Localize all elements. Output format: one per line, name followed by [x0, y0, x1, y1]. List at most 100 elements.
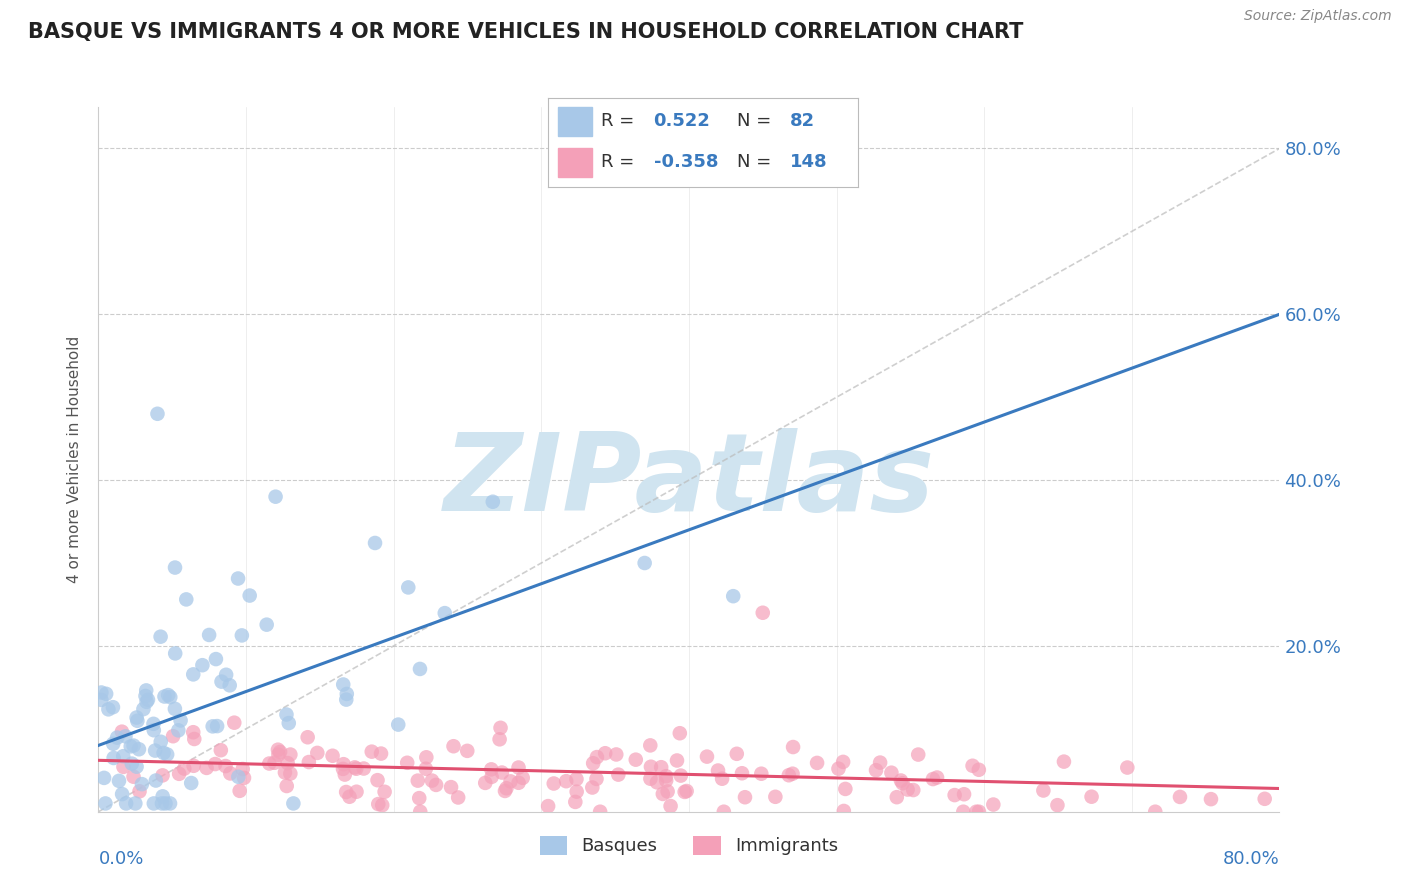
Text: 148: 148 — [790, 153, 827, 171]
Point — [897, 782, 920, 797]
Point — [489, 721, 512, 735]
Point — [283, 797, 305, 811]
Point — [353, 762, 375, 776]
Point — [433, 606, 456, 620]
Point — [832, 755, 855, 769]
Point — [488, 732, 510, 747]
Point — [153, 690, 176, 704]
Point — [1046, 798, 1069, 813]
Point — [713, 805, 735, 819]
Point — [211, 674, 233, 689]
Point — [415, 750, 437, 764]
Point — [581, 780, 603, 795]
Point — [396, 756, 419, 770]
Point — [370, 747, 392, 761]
Point — [152, 789, 174, 804]
Point — [198, 628, 221, 642]
Point — [886, 790, 908, 805]
Point — [332, 762, 354, 776]
Point — [226, 572, 249, 586]
Point — [121, 756, 143, 771]
Point — [420, 773, 443, 788]
Point — [181, 667, 204, 681]
Point — [167, 723, 190, 738]
Text: 82: 82 — [790, 112, 814, 130]
Point — [215, 667, 238, 681]
Point — [332, 677, 354, 691]
Point — [669, 726, 692, 740]
Point — [228, 770, 250, 784]
Point — [396, 581, 419, 595]
Point — [277, 756, 299, 770]
Point — [224, 715, 246, 730]
Point — [499, 774, 522, 789]
Point — [371, 798, 394, 813]
Point — [145, 773, 167, 788]
Point — [114, 729, 136, 743]
Point — [159, 797, 181, 811]
Point — [731, 766, 754, 780]
Point — [264, 490, 287, 504]
Point — [103, 737, 125, 751]
Point — [953, 787, 976, 801]
Point — [962, 758, 984, 772]
Point — [443, 739, 465, 754]
Point — [142, 797, 165, 811]
Point — [440, 780, 463, 794]
Point — [135, 695, 157, 709]
Point — [367, 773, 389, 788]
Point — [205, 719, 228, 733]
Point — [593, 746, 616, 760]
Point — [880, 765, 903, 780]
Point — [336, 687, 359, 701]
Point — [90, 693, 112, 707]
Point — [543, 776, 565, 790]
Point — [152, 768, 174, 782]
Point — [673, 785, 696, 799]
Point — [128, 784, 150, 798]
Point — [174, 592, 197, 607]
Point — [120, 739, 142, 754]
Point — [657, 784, 679, 798]
Point — [367, 797, 389, 811]
Point — [267, 742, 290, 756]
Point — [112, 749, 135, 764]
Point — [259, 756, 281, 771]
Point — [205, 652, 228, 666]
Point — [634, 556, 657, 570]
Point — [333, 767, 356, 781]
Point — [204, 757, 226, 772]
Point — [707, 764, 730, 778]
Point — [1144, 805, 1167, 819]
Point — [965, 805, 987, 819]
Point — [128, 742, 150, 756]
Point — [409, 662, 432, 676]
Point — [494, 784, 516, 798]
Point — [101, 700, 124, 714]
Point — [94, 687, 117, 701]
Point — [481, 494, 503, 508]
Point — [231, 628, 253, 642]
Point — [183, 731, 205, 746]
Point — [156, 747, 179, 762]
Point — [201, 719, 224, 733]
Point — [280, 766, 302, 780]
Point — [219, 766, 242, 780]
Point — [277, 716, 299, 731]
Point — [1116, 760, 1139, 774]
Point — [655, 769, 678, 783]
Point — [93, 771, 115, 785]
Point — [343, 760, 366, 774]
Point — [233, 771, 256, 785]
Point — [827, 762, 849, 776]
Point — [891, 776, 914, 790]
Bar — [558, 107, 592, 136]
Point — [564, 795, 586, 809]
Point — [94, 797, 117, 811]
Point — [479, 763, 502, 777]
Point — [869, 756, 891, 770]
Point — [865, 763, 887, 777]
Point — [669, 769, 692, 783]
Point — [162, 729, 184, 743]
Point — [131, 777, 153, 791]
